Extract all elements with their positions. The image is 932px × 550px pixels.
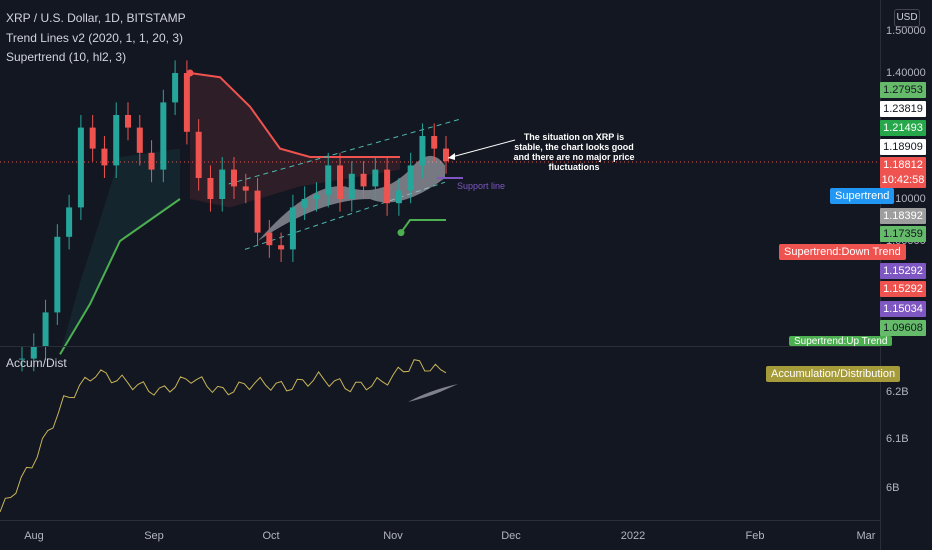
candle-body [443,148,449,162]
candle-body [77,127,84,208]
price-tag: 1.09608 [880,320,926,336]
time-tick-label: Feb [745,530,765,542]
candle-body [348,173,355,199]
price-tag: 1.17359 [880,226,926,242]
note-arrowhead [448,153,455,160]
price-tag: 1.23819 [880,101,926,117]
support-line-label[interactable]: Support line [457,181,506,191]
accum-tick-label: 6.1B [886,433,909,445]
accum-trend-band [408,384,458,402]
indicator-supertrend[interactable]: Supertrend (10, hl2, 3) [6,50,127,64]
time-tick-label: Aug [24,530,44,542]
price-tag: 1.18909 [880,139,926,155]
supertrend-axis-label: Supertrend [830,188,895,204]
candle-body [219,169,226,199]
indicator-trend-lines[interactable]: Trend Lines v2 (2020, 1, 1, 20, 3) [6,31,183,45]
currency-button[interactable]: USD [894,9,920,27]
candle-body [266,232,273,246]
time-tick-label: Mar [856,530,876,542]
analysis-note[interactable]: The situation on XRP is stable, the char… [513,132,635,172]
candle-body [289,207,296,250]
candle-body [54,236,61,313]
candle-body [113,115,120,166]
candle-body [19,358,25,360]
supertrend-down-axis-label: Supertrend:Down Trend [779,244,906,260]
candle-body [66,207,73,237]
note-arrow [447,139,516,159]
pane-separator[interactable] [0,346,880,347]
price-tag: 1.15292 [880,263,926,279]
candle-body [160,102,167,170]
candle-body [301,199,308,208]
price-tag: 1.18392 [880,208,926,224]
candle-body [195,131,202,178]
candle-body [254,190,261,233]
supertrend-down-line [189,72,400,158]
time-tick-label: Sep [144,530,164,542]
candle-body [278,245,285,250]
candle-body [148,152,155,170]
price-tag: 10:42:58 [880,172,926,188]
accum-dist-title[interactable]: Accum/Dist [6,356,67,370]
supertrend-buy-dot [397,229,405,237]
candle-body [172,73,179,103]
candle-body [360,173,367,187]
symbol-title[interactable]: XRP / U.S. Dollar, 1D, BITSTAMP [6,11,186,25]
candle-body [207,178,214,199]
accum-dist-line [0,359,447,513]
accum-dist-axis-label: Accumulation/Distribution [766,366,901,382]
candle-body [372,169,379,187]
supertrend-up-line [59,198,181,355]
candle-body [125,115,131,128]
candle-body [407,165,414,191]
candle-body [419,136,426,166]
supertrend-down-fill [190,73,400,208]
candle-body [325,165,332,195]
accum-tick-label: 6.2B [886,386,909,398]
time-tick-label: Nov [383,530,403,542]
candle-body [42,312,49,346]
candle-body [313,194,320,199]
price-tag: 1.27953 [880,82,926,98]
candle-body [183,73,190,132]
candle-body [384,169,391,204]
candle-body [101,148,108,166]
candle-body [89,127,96,149]
price-tag: 1.15292 [880,281,926,297]
supertrend-up-line-recent [400,219,446,234]
candle-body [337,165,343,199]
accum-tick-label: 6B [886,482,900,494]
candle-body [30,346,37,359]
candle-body [395,190,402,204]
price-tag: 1.18812 [880,157,926,173]
time-tick-label: Dec [501,530,521,542]
price-tag: 1.21493 [880,120,926,136]
price-tag: 1.15034 [880,301,926,317]
time-tick-label: 2022 [620,530,646,542]
candle-body [431,136,438,149]
candle-body [231,169,237,187]
supertrend-up-axis-label: Supertrend:Up Trend [789,336,893,346]
channel-upper-line [219,118,461,187]
candle-body [242,186,249,191]
price-tick-label: 1.10000 [886,193,926,205]
price-tick-label: 1.50000 [886,25,926,37]
time-tick-label: Oct [262,530,280,542]
price-tick-label: 1.40000 [886,67,926,79]
time-axis-border [0,520,880,521]
candle-body [136,127,143,153]
